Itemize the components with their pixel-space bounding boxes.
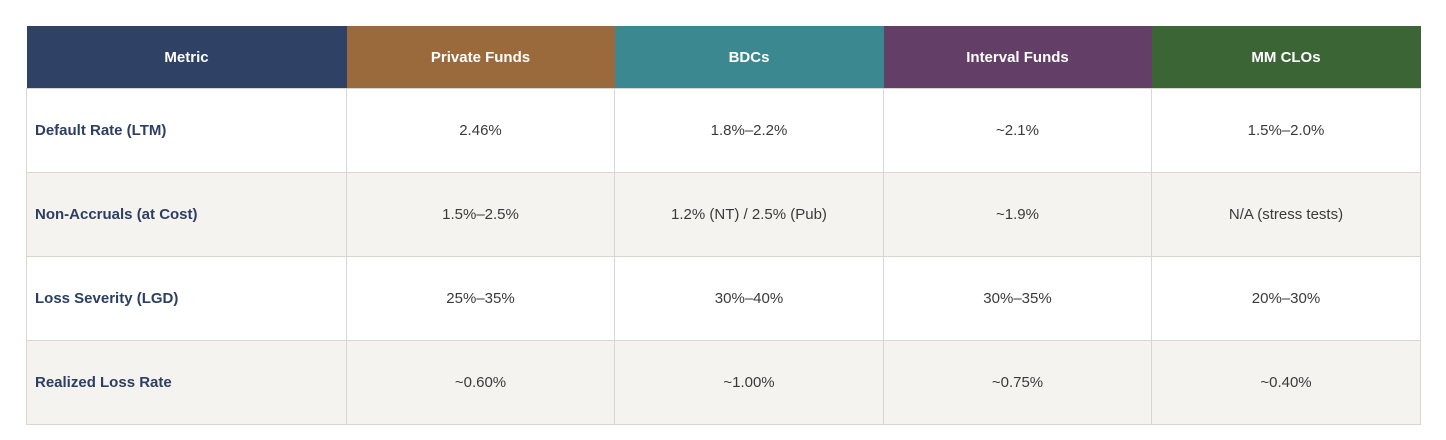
table-header-row: Metric Private Funds BDCs Interval Funds… — [26, 26, 1421, 89]
table-cell: N/A (stress tests) — [1151, 172, 1421, 257]
table-cell: 1.8%–2.2% — [614, 88, 884, 173]
table-cell: 1.5%–2.0% — [1151, 88, 1421, 173]
header-metric: Metric — [26, 26, 347, 89]
table-cell: ~2.1% — [883, 88, 1152, 173]
credit-metrics-table: Metric Private Funds BDCs Interval Funds… — [26, 26, 1421, 425]
header-mm-clos: MM CLOs — [1151, 26, 1421, 89]
table-row: Default Rate (LTM) 2.46% 1.8%–2.2% ~2.1%… — [26, 88, 1421, 173]
metric-label: Default Rate (LTM) — [26, 88, 347, 173]
metric-label: Non-Accruals (at Cost) — [26, 172, 347, 257]
table-cell: 1.5%–2.5% — [346, 172, 615, 257]
header-interval-funds: Interval Funds — [883, 26, 1152, 89]
table-cell: ~0.75% — [883, 340, 1152, 425]
table-cell: 25%–35% — [346, 256, 615, 341]
table-cell: 1.2% (NT) / 2.5% (Pub) — [614, 172, 884, 257]
header-bdcs: BDCs — [614, 26, 884, 89]
comparison-table-container: Metric Private Funds BDCs Interval Funds… — [26, 26, 1421, 425]
table-cell: 30%–40% — [614, 256, 884, 341]
table-cell: ~0.60% — [346, 340, 615, 425]
table-cell: ~1.9% — [883, 172, 1152, 257]
table-row: Realized Loss Rate ~0.60% ~1.00% ~0.75% … — [26, 340, 1421, 425]
metric-label: Realized Loss Rate — [26, 340, 347, 425]
table-cell: ~0.40% — [1151, 340, 1421, 425]
table-row: Loss Severity (LGD) 25%–35% 30%–40% 30%–… — [26, 256, 1421, 341]
table-row: Non-Accruals (at Cost) 1.5%–2.5% 1.2% (N… — [26, 172, 1421, 257]
header-private-funds: Private Funds — [346, 26, 615, 89]
table-cell: 30%–35% — [883, 256, 1152, 341]
metric-label: Loss Severity (LGD) — [26, 256, 347, 341]
table-cell: ~1.00% — [614, 340, 884, 425]
table-cell: 2.46% — [346, 88, 615, 173]
table-cell: 20%–30% — [1151, 256, 1421, 341]
